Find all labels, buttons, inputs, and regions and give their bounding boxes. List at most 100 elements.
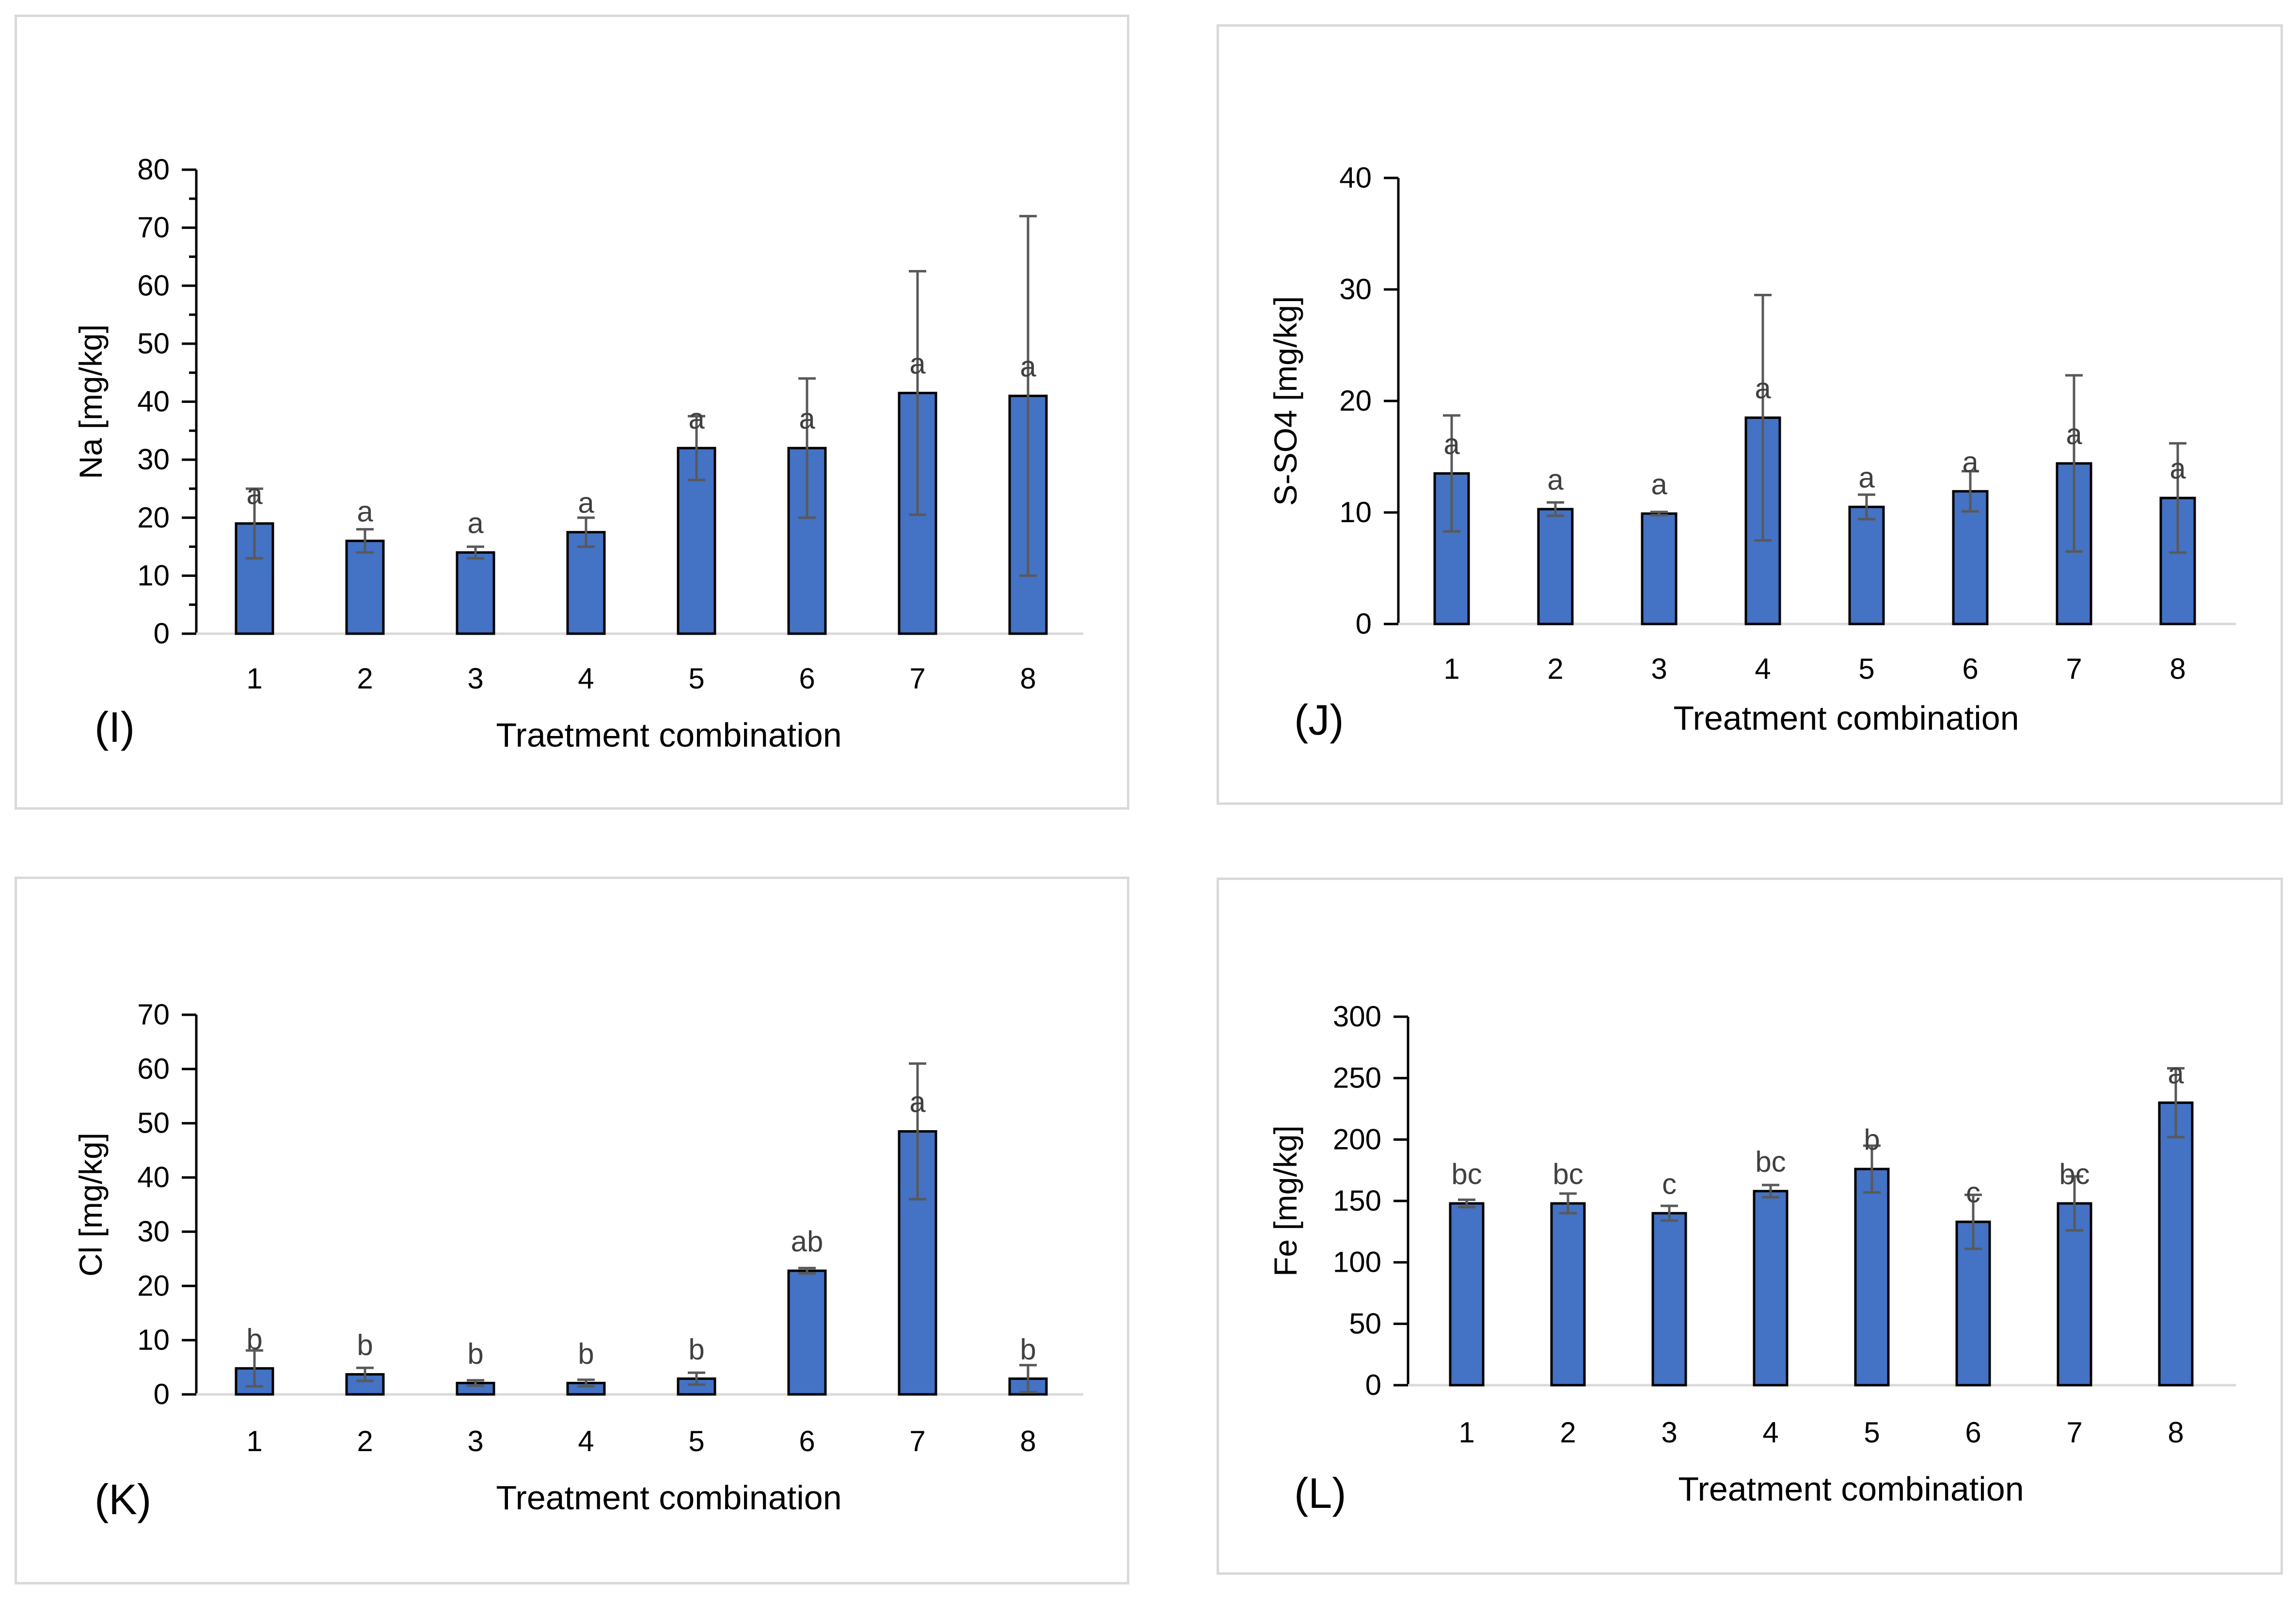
significance-letter: a — [1962, 446, 1979, 478]
significance-letter: b — [246, 1323, 262, 1355]
panel-label: (K) — [95, 1475, 151, 1523]
significance-letter: a — [1547, 464, 1564, 496]
x-tick-label: 8 — [2169, 653, 2185, 685]
x-tick-label: 2 — [1560, 1416, 1576, 1449]
x-tick-label: 7 — [2066, 653, 2082, 685]
bar — [456, 551, 495, 635]
x-tick-label: 3 — [1651, 653, 1667, 685]
bar — [1952, 490, 1989, 625]
x-tick-label: 5 — [1858, 653, 1874, 685]
significance-letter: a — [2169, 452, 2186, 485]
x-tick-label: 6 — [799, 662, 815, 695]
significance-letter: a — [1651, 468, 1667, 500]
significance-letter: a — [1020, 351, 1036, 383]
y-tick-label: 60 — [137, 269, 170, 302]
significance-letter: a — [357, 496, 373, 528]
y-axis-label: Fe [mg/kg] — [1267, 1125, 1303, 1277]
x-tick-label: 3 — [1661, 1416, 1677, 1449]
y-axis-label: Na [mg/kg] — [73, 324, 109, 479]
x-tick-label: 4 — [1755, 653, 1771, 685]
y-tick-label: 40 — [137, 1161, 170, 1194]
significance-letter: b — [357, 1329, 373, 1361]
y-tick-label: 0 — [1365, 1369, 1381, 1401]
y-tick-label: 70 — [137, 998, 170, 1031]
x-tick-label: 5 — [688, 662, 704, 695]
panel-label: (J) — [1294, 696, 1344, 744]
x-tick-label: 5 — [1864, 1416, 1880, 1449]
significance-letter: c — [1662, 1167, 1677, 1200]
x-tick-label: 1 — [1443, 653, 1459, 685]
y-tick-label: 0 — [154, 1378, 170, 1410]
significance-letter: ab — [791, 1225, 823, 1258]
chart-cl: 0 10 20 30 40 50 60 70 b 1 b 2 b 3 b 4 b 5 ab 6 a 7 b 8 Treatmen… — [73, 998, 1083, 1523]
bar — [1651, 1212, 1687, 1387]
y-tick-label: 300 — [1333, 1000, 1381, 1033]
x-axis-label: Traetment combination — [496, 716, 841, 754]
y-tick-label: 10 — [137, 559, 170, 592]
y-tick-label: 40 — [1339, 161, 1372, 194]
significance-letter: b — [1864, 1123, 1880, 1156]
significance-letter: bc — [2059, 1158, 2090, 1190]
x-tick-label: 6 — [1962, 653, 1978, 685]
y-tick-label: 250 — [1333, 1062, 1381, 1094]
x-tick-label: 4 — [578, 1425, 594, 1457]
bar — [1537, 508, 1574, 625]
y-tick-label: 30 — [1339, 273, 1372, 305]
chart-fe: 0 50 100 150 200 250 300 bc 1 bc 2 c 3 bc 4 b 5 c 6 bc 7 a 8 Tr… — [1267, 1000, 2236, 1517]
significance-letter: a — [578, 487, 594, 519]
x-tick-label: 1 — [1458, 1416, 1474, 1449]
y-tick-label: 20 — [137, 1269, 170, 1302]
y-tick-label: 20 — [1339, 384, 1372, 417]
significance-letter: bc — [1451, 1158, 1482, 1190]
panel-i: 0 10 20 30 40 50 60 70 80 a 1 a 2 a 3 a 4 a 5 a 6 a 7 a 8 Traetme… — [15, 15, 1129, 810]
x-tick-label: 7 — [909, 1425, 925, 1457]
y-tick-label: 50 — [1349, 1307, 1381, 1340]
chart-s-so4: 0 10 20 30 40 a 1 a 2 a 3 a 4 a 5 a 6 a 7 a 8 Treatment combi… — [1267, 161, 2236, 744]
y-tick-label: 0 — [154, 617, 170, 650]
significance-letter: b — [467, 1338, 483, 1370]
y-tick-label: 70 — [137, 211, 170, 244]
y-tick-label: 40 — [137, 385, 170, 418]
y-tick-label: 200 — [1333, 1123, 1381, 1155]
x-tick-label: 4 — [1762, 1416, 1778, 1449]
y-tick-label: 50 — [137, 1107, 170, 1139]
panel-label: (I) — [95, 703, 135, 751]
x-tick-label: 8 — [1020, 662, 1036, 695]
panel-label: (L) — [1294, 1469, 1346, 1517]
significance-letter: a — [1755, 372, 1771, 405]
y-tick-label: 10 — [1339, 496, 1372, 528]
significance-letter: c — [1966, 1176, 1980, 1209]
x-tick-label: 3 — [467, 662, 483, 695]
x-tick-label: 4 — [578, 662, 594, 695]
significance-letter: a — [909, 1086, 926, 1118]
panel-l: 0 50 100 150 200 250 300 bc 1 bc 2 c 3 bc 4 b 5 c 6 bc 7 a 8 Tr… — [1217, 878, 2283, 1575]
y-tick-label: 150 — [1333, 1184, 1381, 1217]
significance-letter: bc — [1552, 1158, 1583, 1190]
bar — [345, 540, 385, 635]
y-axis-label: S-SO4 [mg/kg] — [1267, 296, 1303, 506]
y-tick-label: 30 — [137, 443, 170, 476]
significance-letter: a — [799, 402, 815, 435]
x-tick-label: 2 — [1547, 653, 1563, 685]
y-tick-label: 30 — [137, 1215, 170, 1247]
x-axis-label: Treatment combination — [1678, 1470, 2024, 1508]
bar — [1854, 1167, 1890, 1387]
significance-letter: a — [2066, 418, 2082, 450]
bar — [1848, 506, 1885, 625]
x-tick-label: 6 — [1965, 1416, 1981, 1449]
x-tick-label: 1 — [246, 1425, 262, 1457]
x-tick-label: 2 — [357, 1425, 373, 1457]
chart-na: 0 10 20 30 40 50 60 70 80 a 1 a 2 a 3 a 4 a 5 a 6 a 7 a 8 Traetme… — [73, 153, 1083, 754]
x-axis-label: Treatment combination — [496, 1479, 841, 1517]
bar — [787, 1269, 827, 1396]
significance-letter: b — [1020, 1333, 1036, 1366]
significance-letter: a — [246, 478, 263, 511]
x-tick-label: 2 — [357, 662, 373, 695]
y-tick-label: 100 — [1333, 1246, 1381, 1279]
bar — [1550, 1202, 1586, 1387]
significance-letter: a — [1443, 428, 1460, 461]
significance-letter: a — [1858, 462, 1875, 494]
y-tick-label: 20 — [137, 501, 170, 534]
bar — [1449, 1202, 1485, 1387]
bar — [1753, 1190, 1789, 1387]
